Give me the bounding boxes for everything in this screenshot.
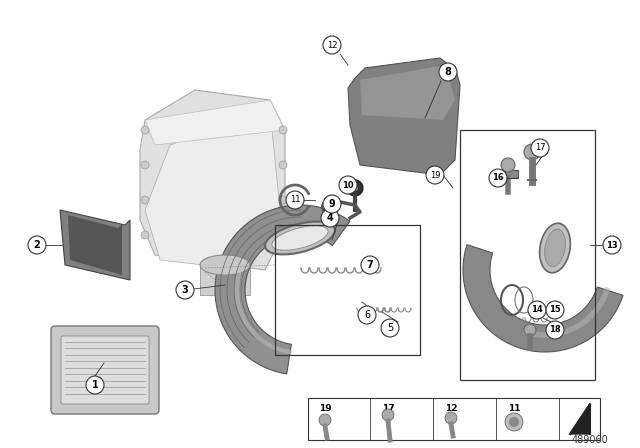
Text: 2: 2 xyxy=(34,240,40,250)
Polygon shape xyxy=(145,110,280,268)
Circle shape xyxy=(546,321,564,339)
Text: 17: 17 xyxy=(381,404,394,413)
Ellipse shape xyxy=(272,226,328,250)
Text: 19: 19 xyxy=(429,171,440,180)
Circle shape xyxy=(141,231,149,239)
Bar xyxy=(275,225,420,355)
Polygon shape xyxy=(215,205,350,374)
Circle shape xyxy=(426,166,444,184)
Text: 11: 11 xyxy=(290,195,300,204)
Text: 1: 1 xyxy=(92,380,99,390)
Circle shape xyxy=(361,256,379,274)
Text: 4: 4 xyxy=(326,213,333,223)
Circle shape xyxy=(382,409,394,421)
Circle shape xyxy=(528,301,546,319)
Text: 15: 15 xyxy=(549,306,561,314)
Ellipse shape xyxy=(545,229,565,267)
Text: 13: 13 xyxy=(606,241,618,250)
Polygon shape xyxy=(566,404,590,434)
Polygon shape xyxy=(145,100,285,145)
Text: 17: 17 xyxy=(534,143,545,152)
Text: 10: 10 xyxy=(342,181,354,190)
Circle shape xyxy=(141,126,149,134)
Circle shape xyxy=(524,144,540,160)
Circle shape xyxy=(141,161,149,169)
Circle shape xyxy=(358,306,376,324)
Circle shape xyxy=(546,301,564,319)
Circle shape xyxy=(381,319,399,337)
Bar xyxy=(498,170,518,178)
Text: 16: 16 xyxy=(492,173,504,182)
Circle shape xyxy=(505,413,523,431)
Circle shape xyxy=(509,417,519,427)
Ellipse shape xyxy=(265,222,335,254)
Circle shape xyxy=(501,158,515,172)
Circle shape xyxy=(321,209,339,227)
Polygon shape xyxy=(140,90,285,270)
Circle shape xyxy=(531,139,549,157)
Circle shape xyxy=(141,196,149,204)
Bar xyxy=(308,398,600,440)
Polygon shape xyxy=(570,404,590,434)
Circle shape xyxy=(319,414,331,426)
Circle shape xyxy=(279,126,287,134)
Text: 12: 12 xyxy=(445,404,457,413)
Text: 6: 6 xyxy=(364,310,370,320)
Text: 489060: 489060 xyxy=(572,435,609,445)
Circle shape xyxy=(323,195,341,213)
Circle shape xyxy=(489,169,507,187)
Text: 3: 3 xyxy=(182,285,188,295)
Ellipse shape xyxy=(200,255,250,275)
Polygon shape xyxy=(60,210,130,280)
Circle shape xyxy=(323,36,341,54)
Text: 11: 11 xyxy=(508,404,520,413)
Circle shape xyxy=(279,161,287,169)
Text: 8: 8 xyxy=(445,67,451,77)
Circle shape xyxy=(603,236,621,254)
Ellipse shape xyxy=(540,223,570,273)
Circle shape xyxy=(439,63,457,81)
Polygon shape xyxy=(463,245,623,352)
Circle shape xyxy=(352,185,358,191)
Text: 9: 9 xyxy=(328,199,335,209)
Polygon shape xyxy=(348,58,460,175)
Circle shape xyxy=(524,324,536,336)
Text: 19: 19 xyxy=(319,404,332,413)
Circle shape xyxy=(279,196,287,204)
FancyBboxPatch shape xyxy=(51,326,159,414)
Circle shape xyxy=(347,180,363,196)
Text: 7: 7 xyxy=(367,260,373,270)
Circle shape xyxy=(86,376,104,394)
Text: 18: 18 xyxy=(549,326,561,335)
Circle shape xyxy=(339,176,357,194)
Polygon shape xyxy=(360,65,455,120)
FancyBboxPatch shape xyxy=(61,336,149,404)
Bar xyxy=(460,130,595,380)
Text: 12: 12 xyxy=(327,40,337,49)
Polygon shape xyxy=(68,215,122,275)
Text: 14: 14 xyxy=(531,306,543,314)
Text: 5: 5 xyxy=(387,323,393,333)
Polygon shape xyxy=(200,265,250,295)
Circle shape xyxy=(28,236,46,254)
Circle shape xyxy=(286,191,304,209)
Circle shape xyxy=(176,281,194,299)
Circle shape xyxy=(445,412,457,424)
Circle shape xyxy=(279,231,287,239)
